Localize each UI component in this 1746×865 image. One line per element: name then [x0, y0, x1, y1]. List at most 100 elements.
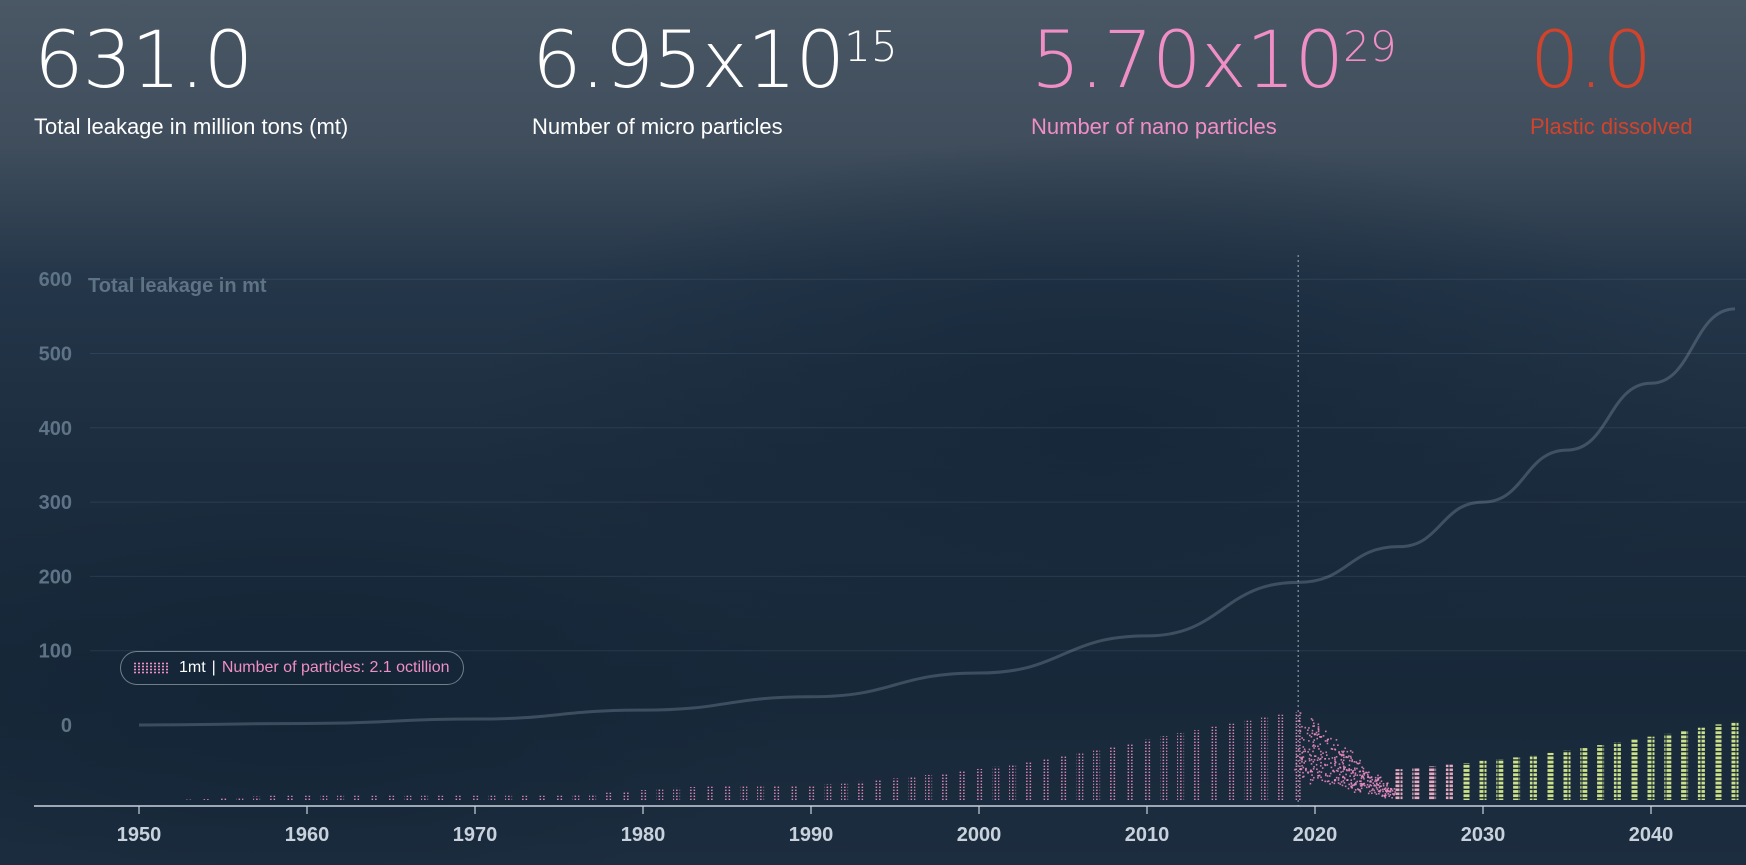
particle-dot — [1326, 740, 1329, 742]
particle-dot — [1394, 791, 1396, 793]
particle-dot — [1368, 785, 1371, 788]
particle-dot — [1366, 783, 1369, 786]
particle-dot — [1337, 779, 1340, 781]
particle-dot — [1309, 782, 1312, 785]
particle-dot — [1353, 761, 1356, 763]
particle-dot — [1345, 756, 1347, 759]
stat-plastic-dissolved: 0.0 Plastic dissolved — [1530, 22, 1693, 140]
particle-dot — [1324, 740, 1327, 742]
particle-dot — [1372, 782, 1375, 784]
dissolving-particles — [1294, 712, 1396, 799]
particle-column — [857, 781, 865, 800]
particle-dot — [1387, 793, 1390, 795]
particle-dot — [1379, 785, 1381, 787]
particle-dot — [1354, 774, 1357, 776]
particle-dot — [1312, 750, 1314, 753]
particle-columns — [185, 712, 1739, 800]
particle-column — [689, 787, 697, 800]
particle-dot — [1377, 778, 1380, 781]
stat-total-leakage-value: 631.0 — [34, 16, 253, 106]
particle-dot — [1360, 787, 1363, 790]
particle-dot — [1345, 768, 1348, 771]
particle-column — [1059, 755, 1067, 800]
particle-dot — [1359, 783, 1362, 785]
projection-column — [1630, 739, 1638, 800]
particle-dot — [1362, 776, 1365, 779]
particle-dot — [1382, 790, 1384, 793]
particle-dot — [1339, 766, 1341, 769]
y-tick-label: 200 — [39, 566, 72, 588]
particle-dot — [1312, 744, 1315, 746]
particle-dot — [1333, 779, 1336, 782]
x-tick-label: 1970 — [453, 824, 498, 846]
particle-dot — [1298, 774, 1301, 776]
particle-dot — [1317, 733, 1320, 735]
particle-dot — [1320, 761, 1322, 764]
particle-dot — [1324, 780, 1326, 783]
particle-dot — [1339, 753, 1342, 756]
particle-dot — [1386, 788, 1389, 791]
particle-dot — [1337, 782, 1340, 784]
particle-column — [538, 795, 546, 800]
stat-micro-particles-value: 6.95x1015 — [532, 22, 898, 100]
particle-dot — [1372, 788, 1374, 790]
stat-micro-particles-label: Number of micro particles — [532, 114, 783, 139]
particle-dot — [1317, 745, 1319, 748]
particle-dot — [1309, 778, 1312, 781]
y-tick-label: 300 — [39, 492, 72, 514]
particle-dot — [1364, 784, 1366, 787]
x-tick-label: 2030 — [1461, 824, 1506, 846]
y-axis-tick-labels: 600 500 400 300 200 100 0 — [39, 269, 72, 737]
particle-dot — [1313, 776, 1315, 779]
particle-column — [874, 780, 882, 800]
particle-dot — [1310, 718, 1313, 720]
particle-dot — [1359, 784, 1362, 787]
projection-column — [1714, 724, 1722, 800]
particle-dot — [1358, 770, 1361, 773]
particle-dot — [1343, 776, 1346, 779]
stat-plastic-dissolved-value: 0.0 — [1530, 16, 1652, 106]
particle-dot — [1312, 760, 1315, 763]
particle-dot — [1374, 779, 1377, 781]
particle-dot — [1334, 762, 1336, 765]
projection-column — [1681, 731, 1689, 800]
particle-column — [303, 795, 311, 800]
particle-dot — [1383, 795, 1386, 797]
cumulative-leakage-line — [138, 307, 1736, 727]
particle-dot — [1358, 762, 1361, 764]
particle-dot — [1311, 774, 1313, 776]
particle-column — [790, 785, 798, 800]
particle-column — [404, 795, 412, 800]
particle-column — [824, 784, 832, 800]
particle-dot — [1310, 754, 1312, 757]
particle-column — [421, 795, 429, 800]
particle-dot — [1388, 795, 1390, 798]
particle-dot — [1343, 756, 1345, 759]
particle-dot — [1302, 766, 1305, 769]
particle-dot — [1333, 744, 1335, 746]
particle-dot — [1389, 793, 1392, 796]
particle-dot — [1340, 781, 1343, 783]
particle-dot — [1356, 780, 1359, 783]
particle-dot — [1360, 777, 1363, 780]
particle-column — [1093, 749, 1101, 800]
particle-dot — [1386, 790, 1388, 793]
particle-dot — [1393, 793, 1396, 795]
particle-dot — [1330, 747, 1333, 750]
particle-dot — [1370, 776, 1373, 779]
particle-dot — [1318, 770, 1321, 773]
particle-dot — [1326, 780, 1329, 783]
particle-dot — [1335, 739, 1338, 741]
particle-column — [555, 795, 563, 800]
particle-column — [622, 791, 630, 800]
particle-column — [454, 795, 462, 800]
particle-dot — [1371, 778, 1374, 781]
particle-dot — [1315, 763, 1318, 766]
particle-dot — [1360, 782, 1363, 785]
y-tick-label: 400 — [39, 418, 72, 440]
particle-dot — [1325, 773, 1327, 775]
particle-dot — [1341, 754, 1344, 756]
particle-dot — [1350, 783, 1353, 785]
particle-dot — [1331, 757, 1334, 759]
